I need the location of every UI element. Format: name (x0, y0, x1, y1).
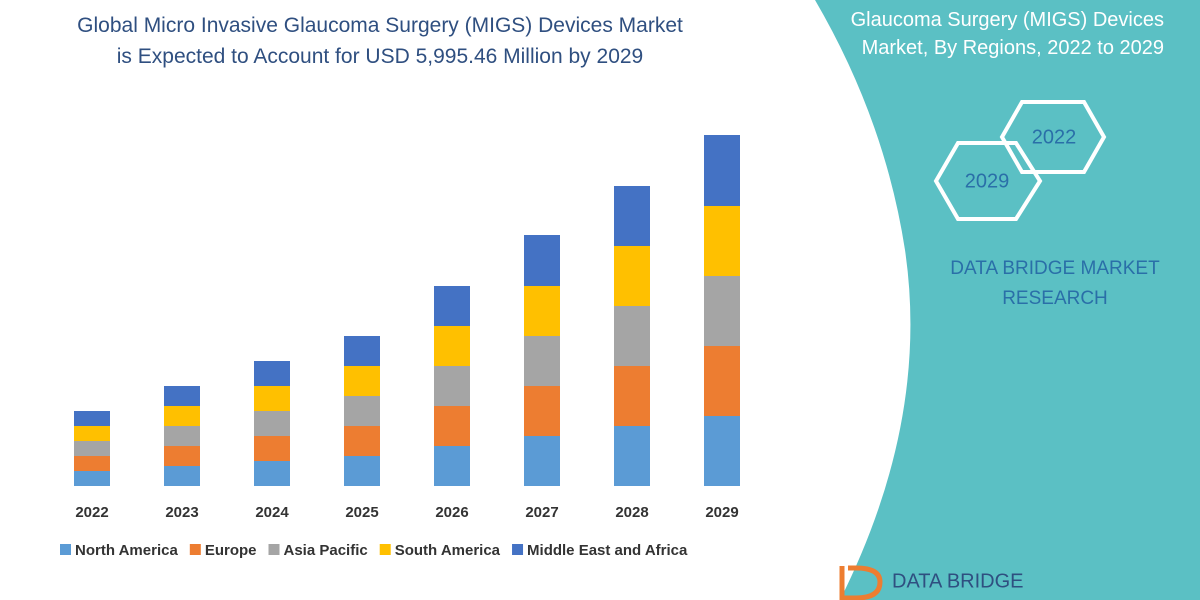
hexagon-label: 2022 (1032, 126, 1077, 148)
legend-label: Asia Pacific (284, 542, 368, 559)
bar-segment (434, 446, 470, 486)
x-tick-label: 2027 (525, 504, 558, 521)
bar-segment (524, 386, 560, 436)
bar-segment (74, 426, 110, 441)
bar-segment (164, 386, 200, 406)
x-tick-label: 2022 (75, 504, 108, 521)
brand: DATA BRIDGE MARKET RESEARCH (950, 258, 1160, 309)
chart-title: Global Micro Invasive Glaucoma Surgery (… (77, 14, 683, 68)
bar-segment (704, 276, 740, 346)
bar-segment (164, 466, 200, 486)
legend-label: South America (395, 542, 501, 559)
bar-segment (434, 326, 470, 366)
bar-segment (704, 206, 740, 276)
bar-segment (704, 346, 740, 416)
bar-segment (704, 416, 740, 486)
bar-segment (434, 286, 470, 326)
bar-segment (254, 461, 290, 486)
bar-segment (344, 456, 380, 486)
legend-label: North America (75, 542, 178, 559)
hexagon (999, 100, 1107, 174)
bar-segment (344, 396, 380, 426)
bar-segment (254, 386, 290, 411)
x-tick-label: 2028 (615, 504, 648, 521)
bar-segment (344, 366, 380, 396)
bar-segment (164, 446, 200, 466)
legend-swatch (379, 544, 391, 555)
side-panel (815, 0, 1200, 600)
bar-segment (524, 286, 560, 336)
bar-segment (164, 406, 200, 426)
bar-segment (614, 426, 650, 486)
legend-label: Europe (205, 542, 257, 559)
bar-segment (344, 426, 380, 456)
side-title: Glaucoma Surgery (MIGS) Devices Market, … (850, 9, 1164, 59)
bar-segment (434, 406, 470, 446)
legend-swatch (512, 544, 524, 555)
x-tick-label: 2025 (345, 504, 378, 521)
bar-segment (74, 471, 110, 486)
hexagon (933, 141, 1043, 221)
bar-segment (74, 411, 110, 426)
x-tick-label: 2023 (165, 504, 198, 521)
bar-segment (254, 361, 290, 386)
legend-swatch (60, 544, 71, 555)
x-tick-label: 2026 (435, 504, 468, 521)
x-tick-label: 2029 (705, 504, 738, 521)
bar-segment (344, 336, 380, 366)
bar-segment (614, 246, 650, 306)
bar-segment (524, 336, 560, 386)
bar-segment (614, 306, 650, 366)
legend-swatch (189, 544, 201, 555)
bar-segment (524, 235, 560, 286)
bar-segment (74, 456, 110, 471)
bar-segment (524, 436, 560, 486)
bar-segment (74, 441, 110, 456)
x-tick-label: 2024 (255, 504, 289, 521)
bar-segment (254, 436, 290, 461)
logo-icon (839, 565, 883, 600)
logo-text: DATA BRIDGE (892, 570, 1024, 592)
bar-segment (254, 411, 290, 436)
hexagon-label: 2029 (965, 170, 1010, 192)
bar-segment (614, 186, 650, 246)
bar-segment (164, 426, 200, 446)
bar-segment (704, 135, 740, 206)
bar-segment (434, 366, 470, 406)
legend-swatch (268, 544, 280, 555)
bar-segment (614, 366, 650, 426)
legend-label: Middle East and Africa (527, 542, 688, 559)
